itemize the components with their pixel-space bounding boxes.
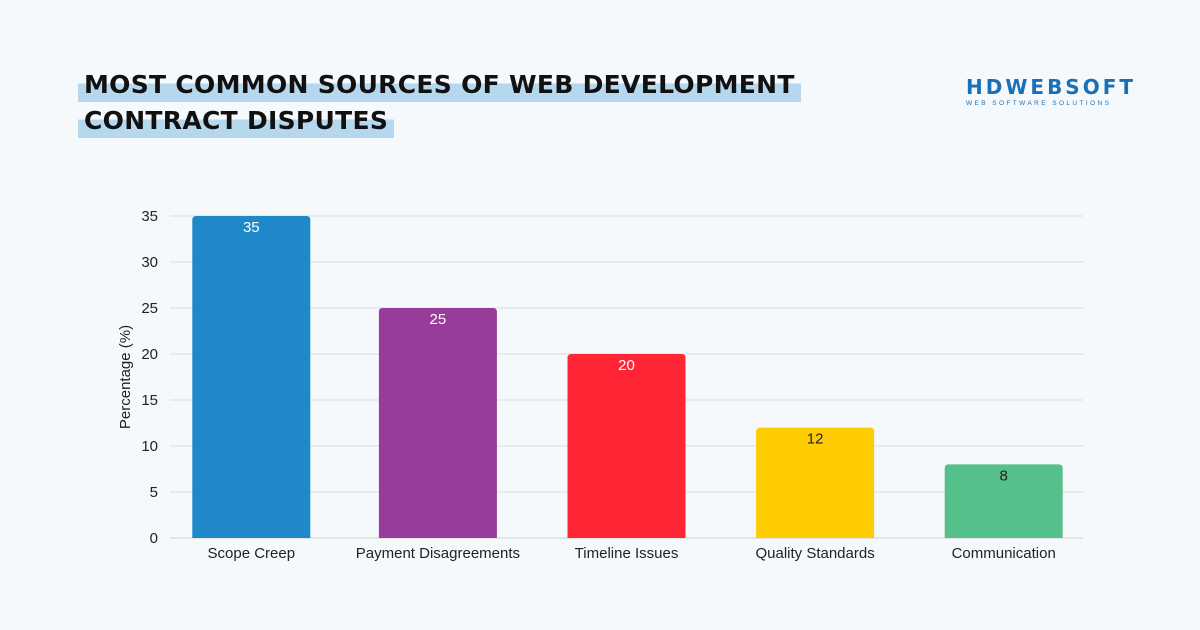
bar [756,427,875,538]
value-label: 35 [243,219,260,236]
value-label: 8 [1000,467,1008,484]
y-tick-label: 35 [141,208,158,225]
bar [567,354,686,538]
y-tick-label: 10 [141,438,158,455]
value-label: 12 [807,431,824,448]
bar [378,308,497,538]
value-label: 20 [618,357,635,374]
x-category-label: Scope Creep [208,545,296,562]
y-tick-label: 15 [141,392,158,409]
logo-tagline: WEB SOFTWARE SOLUTIONS [966,100,1112,107]
y-tick-label: 20 [141,346,158,363]
y-tick-label: 0 [150,530,158,547]
value-label: 25 [430,311,447,328]
y-axis-label: Percentage (%) [117,325,134,429]
bar [192,216,311,538]
x-category-label: Quality Standards [755,545,874,562]
x-category-label: Communication [952,545,1056,562]
y-tick-label: 5 [150,484,158,501]
x-category-label: Timeline Issues [575,545,679,562]
bar [944,464,1063,538]
x-category-label: Payment Disagreements [356,545,520,562]
chart-title-line-2: CONTRACT DISPUTES [78,104,395,138]
chart-title-line-1: MOST COMMON SOURCES OF WEB DEVELOPMENT [78,68,801,102]
y-tick-label: 25 [141,300,158,317]
hdwebsoft-logo: HDWEBSOFT WEB SOFTWARE SOLUTIONS [966,76,1138,107]
y-tick-label: 30 [141,254,158,271]
logo-text: HDWEBSOFT [966,75,1137,99]
